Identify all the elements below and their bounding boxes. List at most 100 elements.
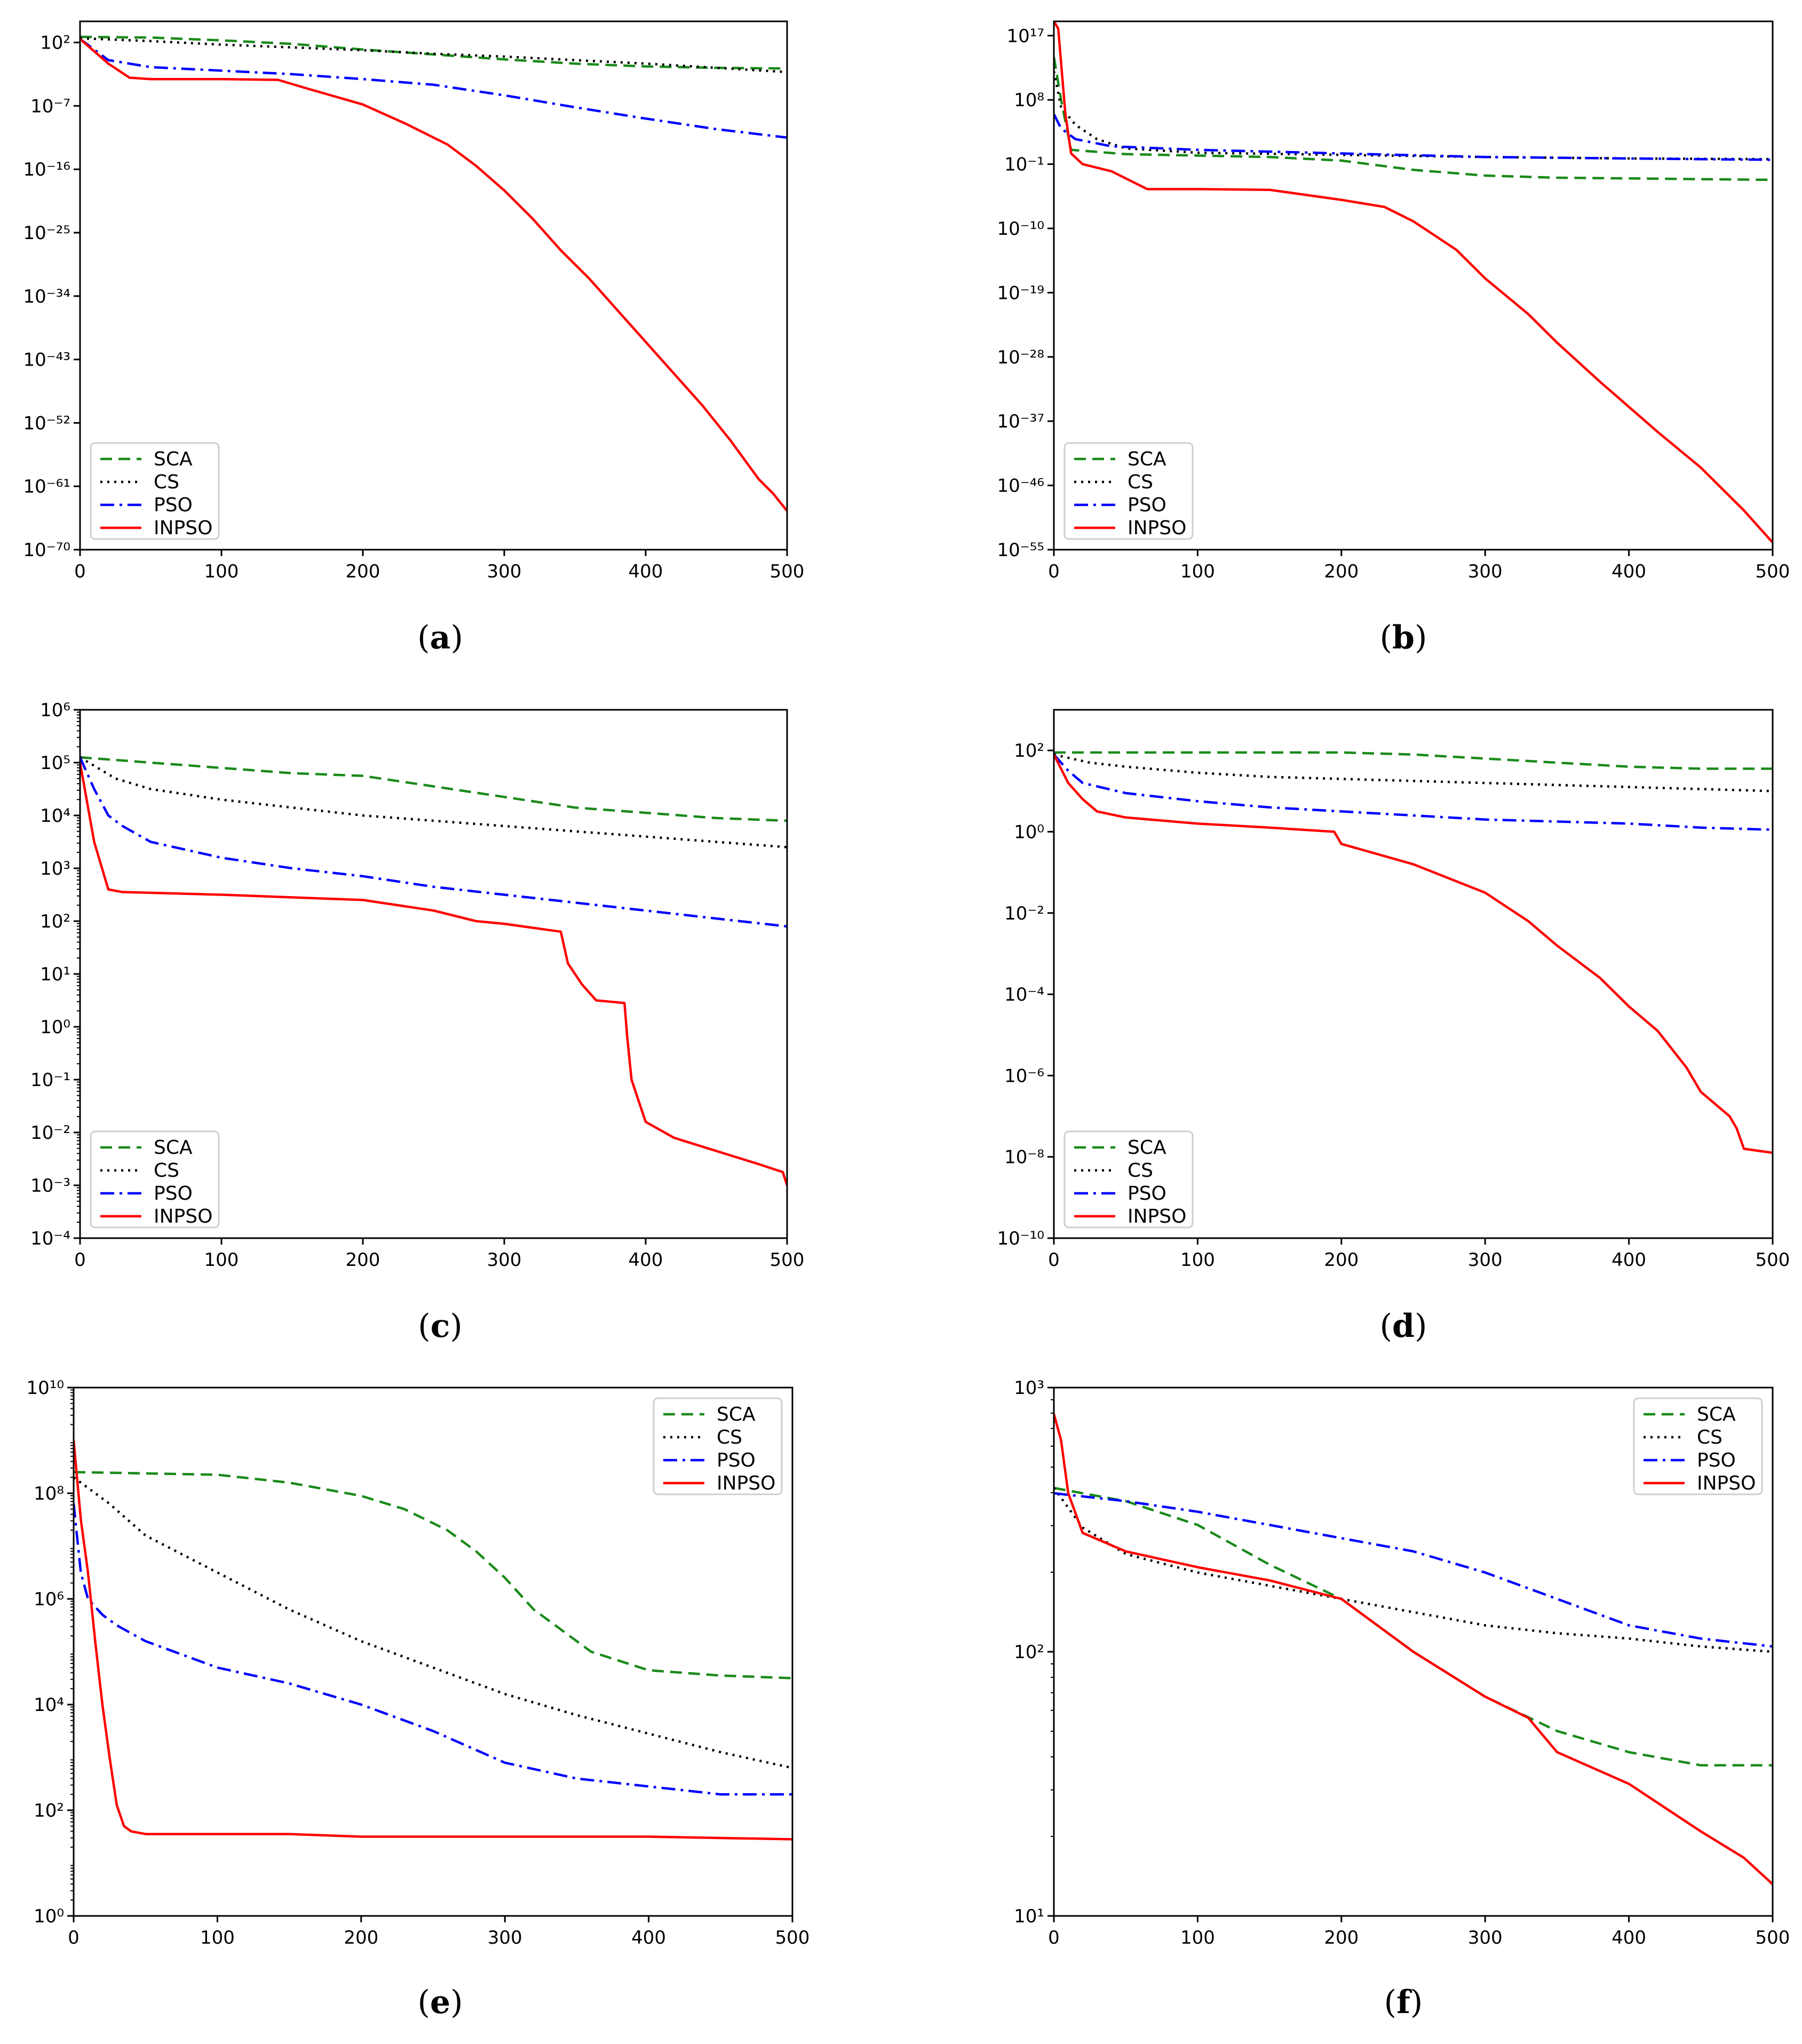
y-tick-label: 10⁻⁵⁵ xyxy=(997,540,1044,561)
series-line-cs-a xyxy=(80,37,787,74)
legend-label-sca: SCA xyxy=(717,1404,756,1425)
y-tick-label: 10¹⁰ xyxy=(26,1377,64,1399)
legend-box xyxy=(1063,442,1194,540)
y-tick-label: 10⁻⁴ xyxy=(30,1228,70,1249)
legend-label-pso: PSO xyxy=(1128,1183,1166,1205)
x-tick-label: 500 xyxy=(1756,1249,1790,1271)
x-tick-label: 300 xyxy=(487,561,522,582)
y-tick-label: 10⁰ xyxy=(1014,821,1044,843)
x-tick-label: 200 xyxy=(1324,1927,1359,1948)
legend-label-inpso: INPSO xyxy=(1128,517,1186,539)
x-tick-label: 0 xyxy=(1048,1249,1060,1271)
x-tick-label: 0 xyxy=(74,1249,86,1271)
series-line-inpso-a xyxy=(80,38,787,512)
series-line-cs-b xyxy=(1054,71,1773,161)
y-tick-label: 10⁻³⁴ xyxy=(23,286,70,307)
chart-panel-c: 0 100 200 300 400 500 10⁶ 10⁵ 10⁴ 10³ 10² 10¹ 10⁰ 10⁻… xyxy=(30,700,804,1345)
series-line-cs-c xyxy=(80,756,787,849)
legend-label-cs: CS xyxy=(1128,471,1153,493)
y-tick-label: 10² xyxy=(1014,740,1044,762)
legend-label-pso: PSO xyxy=(717,1449,756,1471)
x-tick-label: 200 xyxy=(346,561,380,582)
y-tick-label: 10⁻²⁵ xyxy=(23,223,70,244)
x-tick-label: 500 xyxy=(770,561,805,582)
y-tick-label: 10⁸ xyxy=(34,1483,64,1504)
legend-label-sca: SCA xyxy=(1697,1404,1736,1425)
legend-label-sca: SCA xyxy=(1128,448,1166,470)
series-line-inpso-e xyxy=(74,1440,792,1841)
y-tick-label: 10⁻¹⁶ xyxy=(23,159,70,180)
y-tick-label: 10⁴ xyxy=(34,1694,64,1716)
axes-frame-e xyxy=(73,1387,793,1917)
y-tick-label: 10⁻⁶ xyxy=(1004,1065,1044,1087)
y-tick-label: 10⁻⁷ xyxy=(30,96,70,117)
y-tick-label: 10³ xyxy=(40,858,70,880)
x-tick-label: 0 xyxy=(74,561,86,582)
x-tick-label: 300 xyxy=(1468,1249,1503,1271)
x-tick-label: 200 xyxy=(1324,561,1359,582)
panel-caption-e: (e) xyxy=(417,1984,463,2021)
x-tick-label: 100 xyxy=(204,1249,239,1271)
series-line-inpso-b xyxy=(1054,21,1773,544)
x-tick-label: 100 xyxy=(204,561,239,582)
y-tick-label: 10⁻²⁸ xyxy=(997,347,1044,368)
x-tick-label: 400 xyxy=(1612,561,1646,582)
axes-frame-a xyxy=(79,20,788,551)
y-tick-label: 10² xyxy=(40,33,70,54)
legend-label-sca: SCA xyxy=(1128,1137,1166,1159)
legend-label-inpso: INPSO xyxy=(154,517,212,539)
x-tick-label: 0 xyxy=(1048,561,1060,582)
panel-caption-b: (b) xyxy=(1380,619,1427,656)
x-tick-label: 400 xyxy=(629,1249,663,1271)
chart-panel-d: 0 100 200 300 400 500 10² 10⁰ 10⁻² 10⁻⁴ 10⁻⁶ 10⁻⁸ 10… xyxy=(997,709,1790,1345)
x-tick-label: 500 xyxy=(775,1927,810,1948)
legend-label-cs: CS xyxy=(1697,1427,1722,1448)
chart-panel-b: 0 100 200 300 400 500 10¹⁷ 10⁸ 10⁻¹ 10⁻¹⁰ 10⁻¹⁹ 10⁻… xyxy=(997,20,1790,656)
legend-label-inpso: INPSO xyxy=(717,1472,775,1494)
x-tick-label: 400 xyxy=(1612,1249,1646,1271)
legend-label-pso: PSO xyxy=(154,1183,193,1205)
y-tick-label: 10⁻³ xyxy=(30,1175,70,1197)
y-tick-label: 10⁻³⁷ xyxy=(997,411,1044,432)
series-line-pso-d xyxy=(1054,754,1773,831)
y-tick-label: 10⁻² xyxy=(1004,903,1044,924)
legend-label-cs: CS xyxy=(1128,1160,1153,1182)
series-line-inpso-c xyxy=(80,762,787,1186)
legend-label-pso: PSO xyxy=(154,494,193,516)
series-line-inpso-d xyxy=(1054,754,1773,1154)
y-tick-label: 10¹⁷ xyxy=(1006,26,1044,47)
legend-label-cs: CS xyxy=(154,1160,179,1182)
series-line-cs-e xyxy=(74,1476,792,1769)
y-tick-label: 10⁻² xyxy=(30,1122,70,1144)
y-tick-label: 10⁻⁷⁰ xyxy=(23,540,70,561)
y-tick-label: 10³ xyxy=(1014,1377,1044,1399)
series-line-sca-c xyxy=(80,756,787,822)
x-tick-label: 300 xyxy=(1468,561,1503,582)
panel-caption-a: (a) xyxy=(417,619,463,656)
legend-box xyxy=(90,1130,220,1229)
legend-label-sca: SCA xyxy=(154,1137,193,1159)
series-line-cs-d xyxy=(1054,753,1773,793)
series-line-pso-c xyxy=(80,757,787,928)
series-line-sca-f xyxy=(1054,1486,1773,1767)
panel-caption-f: (f) xyxy=(1384,1984,1423,2021)
x-tick-label: 100 xyxy=(1180,1927,1215,1948)
legend-box xyxy=(1633,1397,1763,1495)
series-line-sca-d xyxy=(1054,751,1773,770)
x-tick-label: 400 xyxy=(629,561,663,582)
legend-label-inpso: INPSO xyxy=(154,1206,212,1227)
y-tick-label: 10⁰ xyxy=(40,1017,70,1038)
x-tick-label: 400 xyxy=(1612,1927,1646,1948)
y-tick-label: 10⁵ xyxy=(40,752,70,774)
y-tick-label: 10⁻¹ xyxy=(1004,154,1044,176)
legend-label-pso: PSO xyxy=(1128,494,1166,516)
legend-box xyxy=(653,1397,783,1495)
legend-label-inpso: INPSO xyxy=(1697,1472,1756,1494)
y-tick-label: 10⁶ xyxy=(40,700,70,721)
x-tick-label: 0 xyxy=(68,1927,80,1948)
